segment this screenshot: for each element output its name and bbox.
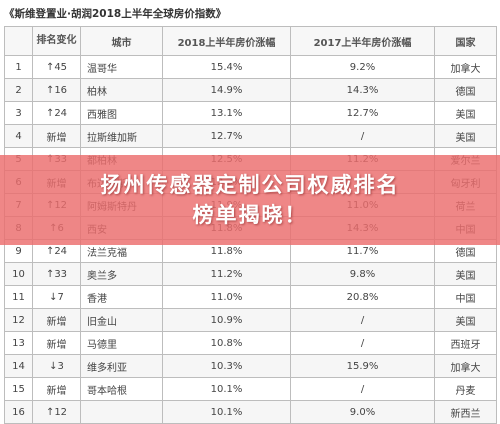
promo-banner-overlay: 扬州传感器定制公司权威排名 榜单揭晓！ (0, 155, 500, 245)
cell-index: 2 (4, 78, 33, 102)
cell-country: 德国 (434, 78, 497, 102)
cell-rank-change: 新增 (32, 331, 81, 355)
cell-country: 美国 (434, 308, 497, 332)
table-row: 1 ↑45 温哥华 15.4% 9.2% 加拿大 (4, 55, 497, 79)
cell-2017-growth: / (290, 331, 435, 355)
cell-2017-growth: 14.3% (290, 78, 435, 102)
cell-2018-growth: 14.9% (162, 78, 291, 102)
header-index (4, 26, 33, 56)
cell-2017-growth: 20.8% (290, 285, 435, 309)
table-row: 2 ↑16 柏林 14.9% 14.3% 德国 (4, 78, 497, 102)
cell-index: 11 (4, 285, 33, 309)
cell-city: 旧金山 (80, 308, 163, 332)
cell-index: 13 (4, 331, 33, 355)
cell-2017-growth: / (290, 124, 435, 148)
table-row: 10 ↑33 奥兰多 11.2% 9.8% 美国 (4, 262, 497, 286)
table-row: 16 ↑12 10.1% 9.0% 新西兰 (4, 400, 497, 424)
banner-headline-line2: 榜单揭晓！ (192, 203, 308, 227)
cell-country: 西班牙 (434, 331, 497, 355)
cell-2018-growth: 11.0% (162, 285, 291, 309)
cell-2018-growth: 10.9% (162, 308, 291, 332)
cell-country: 美国 (434, 101, 497, 125)
cell-index: 16 (4, 400, 33, 424)
cell-2017-growth: 15.9% (290, 354, 435, 378)
table-row: 15 新增 哥本哈根 10.1% / 丹麦 (4, 377, 497, 401)
cell-2017-growth: / (290, 377, 435, 401)
table-row: 11 ↓7 香港 11.0% 20.8% 中国 (4, 285, 497, 309)
cell-country: 新西兰 (434, 400, 497, 424)
cell-rank-change: ↓7 (32, 285, 81, 309)
cell-city (80, 400, 163, 424)
cell-2018-growth: 10.1% (162, 400, 291, 424)
cell-rank-change: ↑33 (32, 262, 81, 286)
cell-city: 香港 (80, 285, 163, 309)
cell-index: 15 (4, 377, 33, 401)
cell-rank-change: ↑45 (32, 55, 81, 79)
cell-country: 加拿大 (434, 55, 497, 79)
cell-2018-growth: 10.1% (162, 377, 291, 401)
header-2018-growth: 2018上半年房价涨幅 (162, 26, 291, 56)
cell-index: 4 (4, 124, 33, 148)
header-rank-change: 排名变化 (32, 26, 81, 56)
cell-2018-growth: 11.2% (162, 262, 291, 286)
cell-city: 温哥华 (80, 55, 163, 79)
cell-rank-change: 新增 (32, 124, 81, 148)
cell-country: 美国 (434, 262, 497, 286)
cell-city: 维多利亚 (80, 354, 163, 378)
banner-headline-line1: 扬州传感器定制公司权威排名 (100, 173, 400, 197)
cell-country: 加拿大 (434, 354, 497, 378)
table-row: 12 新增 旧金山 10.9% / 美国 (4, 308, 497, 332)
cell-2018-growth: 12.7% (162, 124, 291, 148)
table-row: 4 新增 拉斯维加斯 12.7% / 美国 (4, 124, 497, 148)
cell-index: 14 (4, 354, 33, 378)
cell-country: 美国 (434, 124, 497, 148)
table-row: 13 新增 马德里 10.8% / 西班牙 (4, 331, 497, 355)
cell-2017-growth: 9.0% (290, 400, 435, 424)
cell-index: 10 (4, 262, 33, 286)
cell-2018-growth: 10.3% (162, 354, 291, 378)
cell-index: 1 (4, 55, 33, 79)
cell-city: 西雅图 (80, 101, 163, 125)
cell-rank-change: 新增 (32, 377, 81, 401)
cell-city: 奥兰多 (80, 262, 163, 286)
cell-rank-change: ↑24 (32, 101, 81, 125)
table-row: 3 ↑24 西雅图 13.1% 12.7% 美国 (4, 101, 497, 125)
cell-rank-change: ↑12 (32, 400, 81, 424)
cell-city: 马德里 (80, 331, 163, 355)
cell-rank-change: 新增 (32, 308, 81, 332)
cell-rank-change: ↑16 (32, 78, 81, 102)
cell-2017-growth: 9.2% (290, 55, 435, 79)
header-country: 国家 (434, 26, 497, 56)
table-row: 14 ↓3 维多利亚 10.3% 15.9% 加拿大 (4, 354, 497, 378)
cell-2017-growth: 12.7% (290, 101, 435, 125)
cell-index: 3 (4, 101, 33, 125)
cell-city: 柏林 (80, 78, 163, 102)
cell-2017-growth: / (290, 308, 435, 332)
cell-2018-growth: 10.8% (162, 331, 291, 355)
header-city: 城市 (80, 26, 163, 56)
cell-country: 中国 (434, 285, 497, 309)
cell-index: 12 (4, 308, 33, 332)
cell-2018-growth: 13.1% (162, 101, 291, 125)
cell-rank-change: ↓3 (32, 354, 81, 378)
cell-city: 哥本哈根 (80, 377, 163, 401)
table-header-row: 排名变化 城市 2018上半年房价涨幅 2017上半年房价涨幅 国家 (4, 26, 497, 56)
cell-country: 丹麦 (434, 377, 497, 401)
header-2017-growth: 2017上半年房价涨幅 (290, 26, 435, 56)
table-caption: 《斯维登置业·胡润2018上半年全球房价指数》 (4, 8, 227, 20)
cell-2018-growth: 15.4% (162, 55, 291, 79)
cell-city: 拉斯维加斯 (80, 124, 163, 148)
cell-2017-growth: 9.8% (290, 262, 435, 286)
